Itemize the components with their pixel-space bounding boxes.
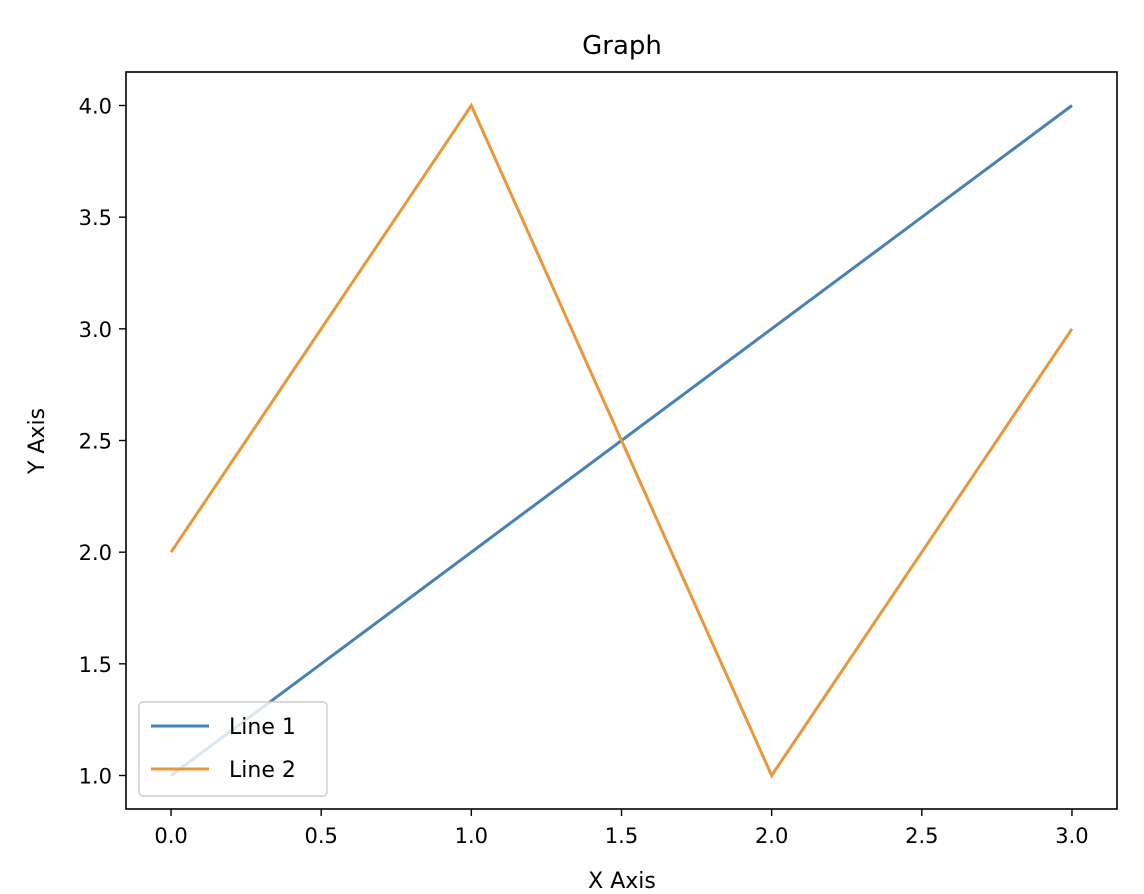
y-tick-label: 2.0: [79, 541, 112, 565]
y-tick-label: 4.0: [79, 95, 112, 119]
chart-title: Graph: [582, 31, 662, 61]
y-tick-label: 3.0: [79, 318, 112, 342]
x-tick-label: 0.0: [154, 824, 187, 848]
y-tick-label: 2.5: [79, 430, 112, 454]
x-axis-ticks: 0.0 0.5 1.0 1.5 2.0 2.5 3.0: [154, 809, 1089, 848]
legend-label-line-2: Line 2: [229, 758, 296, 783]
plot-area-frame: [125, 71, 1118, 810]
x-tick-label: 2.5: [905, 824, 938, 848]
x-tick-label: 1.5: [605, 824, 638, 848]
y-tick-label: 1.5: [79, 653, 112, 677]
x-tick-label: 3.0: [1055, 824, 1088, 848]
y-tick-label: 3.5: [79, 206, 112, 230]
y-axis-ticks: 1.0 1.5 2.0 2.5 3.0 3.5 4.0: [79, 95, 126, 789]
y-axis-label: Y Axis: [25, 408, 50, 475]
x-tick-label: 0.5: [304, 824, 337, 848]
series-line-2: [169, 102, 1074, 779]
x-tick-label: 1.0: [455, 824, 488, 848]
series-lines: [169, 102, 1074, 779]
legend: Line 1 Line 2: [138, 701, 328, 797]
y-tick-label: 1.0: [79, 765, 112, 789]
legend-label-line-1: Line 1: [229, 715, 296, 740]
x-tick-label: 2.0: [755, 824, 788, 848]
x-axis-label: X Axis: [588, 869, 656, 894]
